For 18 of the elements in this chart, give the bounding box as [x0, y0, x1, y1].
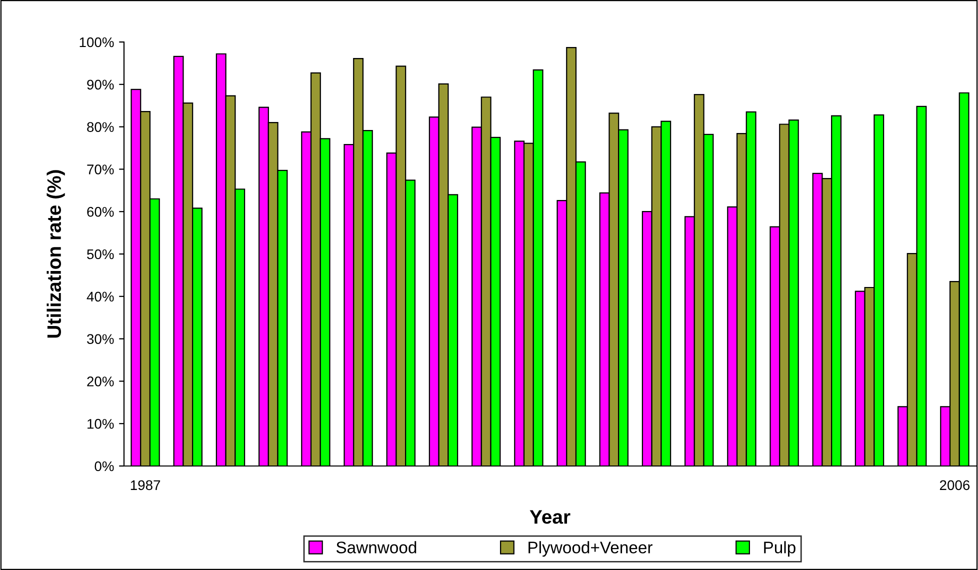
y-tick-label: 0%: [94, 461, 114, 472]
x-tick-label: 1987: [130, 480, 160, 490]
y-tick-label: 60%: [87, 206, 114, 217]
y-tick-label: 90%: [87, 80, 114, 90]
legend-label: Plywood+Veneer: [528, 541, 652, 557]
y-axis-title: Utilization rate (%): [46, 170, 65, 338]
y-tick-label: 50%: [87, 249, 114, 260]
y-tick-label: 80%: [87, 122, 114, 132]
y-tick-label: 20%: [87, 376, 114, 386]
y-tick-label: 70%: [87, 164, 114, 174]
legend-label: Pulp: [764, 541, 796, 557]
y-tick-label: 40%: [86, 292, 114, 302]
y-tick-label: 100%: [80, 37, 114, 48]
legend-label: Sawnwood: [336, 541, 416, 554]
x-tick-label: 2006: [940, 480, 970, 490]
x-axis-title: Year: [530, 510, 570, 524]
y-tick-label: 30%: [87, 334, 114, 344]
y-tick-label: 10%: [88, 418, 114, 429]
